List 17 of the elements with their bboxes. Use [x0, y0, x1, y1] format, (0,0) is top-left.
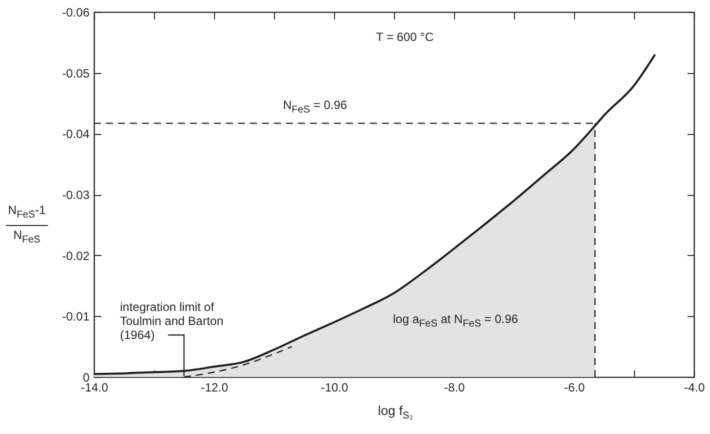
text: N$_{FeS}$-1 N$_{FeS}$	[8, 203, 46, 246]
y-tick-label: -0.03	[62, 188, 90, 202]
x-tick-label: -8.0	[444, 380, 466, 394]
x-axis-title: log f$_{S₂}$	[378, 403, 414, 424]
annotation: T = 600 °C	[376, 30, 434, 44]
annotation: N$_{FeS}$ = 0.96	[283, 98, 348, 118]
x-tick-label: -12.0	[200, 380, 228, 394]
annotation: integration limit of Toulmin and Barton (1964)	[120, 300, 224, 342]
x-tick-label: -10.0	[320, 380, 348, 394]
annotation: log a$_{FeS}$ at N$_{FeS}$ = 0.96	[393, 312, 518, 332]
y-tick-label: -0.01	[62, 310, 90, 324]
y-tick-label: -0.02	[62, 248, 90, 263]
y-tick-label: -0.04	[62, 127, 90, 142]
y-tick-label: -0.05	[62, 66, 90, 80]
y-tick-label: -0.06	[62, 6, 90, 20]
x-tick-label: -4.0	[684, 380, 706, 394]
x-tick-label: -6.0	[564, 380, 586, 394]
